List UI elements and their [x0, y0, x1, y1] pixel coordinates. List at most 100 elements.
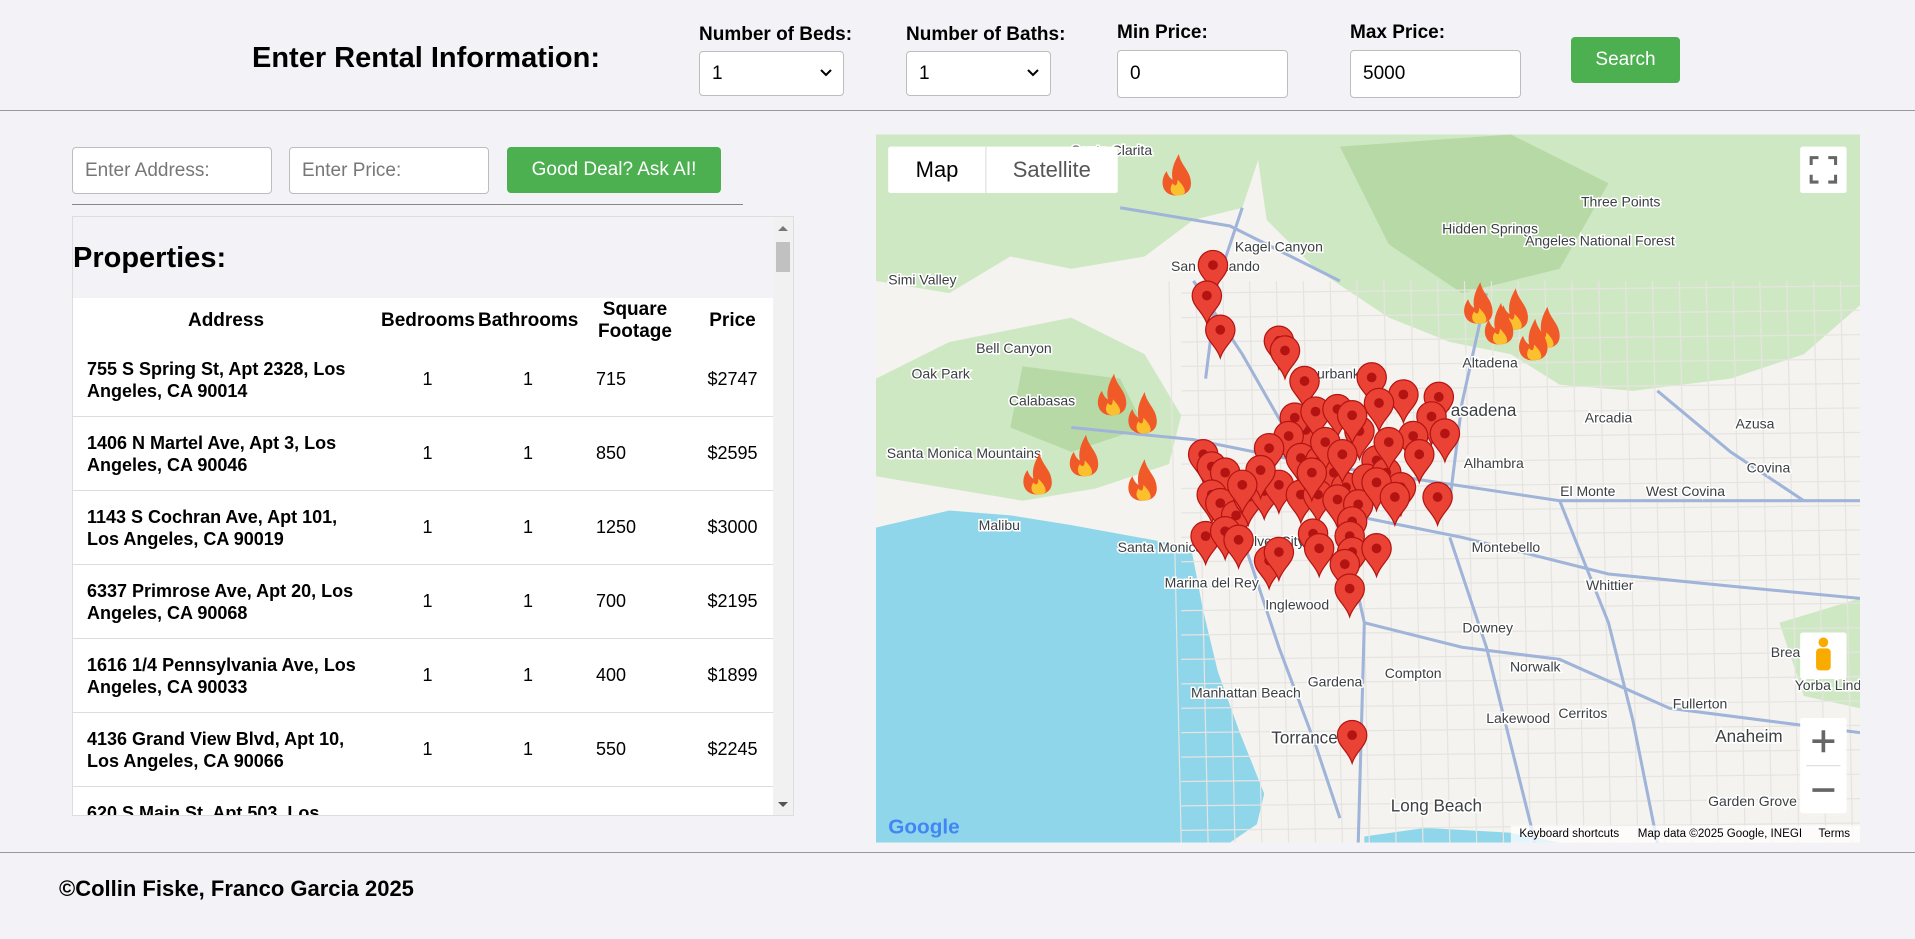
highway [1448, 536, 1537, 843]
pin-dot [1398, 389, 1409, 400]
flame [1069, 434, 1099, 477]
place-label: Yorba Linda [1795, 677, 1860, 693]
pin-body [1336, 400, 1368, 446]
pin [1361, 467, 1392, 513]
pin-dot [1215, 324, 1226, 335]
pin [1429, 418, 1461, 464]
map-type-button[interactable]: Satellite [1013, 157, 1091, 182]
pin-body [1205, 314, 1236, 360]
price-input[interactable]: Enter Price: [289, 147, 489, 194]
street [1490, 280, 1505, 843]
pin [1379, 481, 1411, 528]
pin-body [1373, 426, 1405, 473]
pin-body [1226, 469, 1258, 516]
beds-select[interactable]: 1 [699, 51, 844, 96]
cell: 1406 N Martel Ave, Apt 3, Los Angeles, C… [73, 416, 379, 491]
street [1181, 602, 1860, 612]
street [1705, 280, 1719, 843]
fullscreen-icon [1809, 156, 1838, 184]
place-label: Lakewood [1486, 710, 1550, 726]
pin-dot [1233, 534, 1244, 545]
street [1571, 280, 1585, 843]
street [1732, 280, 1746, 843]
cell: 1 [476, 490, 580, 565]
street [1181, 724, 1860, 734]
pin-dot [1273, 547, 1284, 557]
pin-dot [1208, 260, 1218, 270]
attribution: Map data ©2025 Google, INEGI [1638, 828, 1802, 840]
pin-body [1223, 524, 1254, 570]
street [1181, 529, 1860, 538]
pin [1223, 524, 1254, 570]
pin-body [1379, 481, 1411, 528]
place-label: Brea [1771, 644, 1801, 660]
pin [1373, 426, 1405, 473]
zoom-in [1812, 730, 1835, 753]
pin-dot [1237, 479, 1248, 490]
search-button[interactable]: Search [1571, 37, 1680, 83]
property-row: 1143 S Cochran Ave, Apt 101, Los Angeles… [73, 490, 775, 565]
pin-body [1363, 387, 1395, 434]
street [1181, 627, 1860, 636]
pin [1329, 549, 1361, 595]
flame [1162, 153, 1191, 196]
pin [1226, 469, 1258, 516]
pin [1404, 439, 1435, 485]
map-type-button[interactable]: Map [916, 157, 959, 182]
column-header: Price [709, 309, 756, 331]
pin-body [1361, 533, 1392, 579]
cell: 1 [379, 564, 476, 639]
ask-ai-button[interactable]: Good Deal? Ask AI! [507, 147, 721, 193]
street [1786, 280, 1800, 843]
fullscreen-button[interactable] [1800, 146, 1847, 194]
pin-body [1422, 481, 1453, 528]
baths-label: Number of Baths: [906, 24, 1066, 45]
pin [1336, 719, 1368, 766]
pin-body [1289, 365, 1320, 412]
address-placeholder: Enter Address: [85, 159, 210, 181]
cell: 4136 Grand View Blvd, Apt 10, Los Angele… [73, 712, 379, 787]
pin-dot [1283, 431, 1294, 441]
place-label: Azusa [1736, 416, 1775, 432]
cell: $2595 [690, 416, 775, 491]
address-input[interactable]: Enter Address: [72, 147, 272, 194]
cell: 1143 S Cochran Ave, Apt 101, Los Angeles… [73, 490, 379, 565]
divider [0, 110, 1915, 111]
min-price-input[interactable]: 0 [1117, 50, 1288, 98]
pegman-body [1816, 648, 1831, 671]
place-label: Gardena [1308, 673, 1363, 689]
street [1759, 280, 1773, 843]
flame [1519, 318, 1548, 361]
cell: 1250 [580, 490, 690, 565]
place-label: Covina [1747, 460, 1791, 476]
place-label: Hidden Springs [1442, 220, 1538, 236]
google-logo: Google [888, 815, 959, 838]
baths-select[interactable]: 1 [906, 51, 1051, 96]
pin [1327, 439, 1358, 485]
pin [1191, 280, 1223, 326]
scrollbar[interactable] [773, 217, 793, 815]
pin-dot [1289, 412, 1300, 423]
pin-dot [1201, 290, 1212, 301]
properties-panel: Properties: Address Bedrooms Bathrooms Squa… [72, 216, 794, 816]
max-price-input[interactable]: 5000 [1350, 50, 1521, 98]
column-header: Square Footage [598, 298, 672, 342]
pin-dot [1433, 392, 1444, 402]
pin [1356, 362, 1387, 408]
pegman-head [1818, 637, 1829, 648]
pin-body [1197, 249, 1229, 296]
pin [1253, 433, 1285, 479]
pin-dot [1320, 437, 1331, 447]
place-label: Garden Grove [1708, 793, 1797, 809]
place-label: Altadena [1462, 355, 1518, 371]
place-label: Torrance [1271, 728, 1337, 747]
cell: 1 [476, 638, 580, 713]
place-label: Arcadia [1585, 410, 1633, 426]
pin-body [1404, 439, 1435, 485]
cell: $2195 [690, 564, 775, 639]
cell: 620 S Main St, Apt 503, Los Angeles, CA … [73, 786, 379, 815]
pin [1422, 481, 1453, 528]
pin-dot [1414, 449, 1425, 460]
